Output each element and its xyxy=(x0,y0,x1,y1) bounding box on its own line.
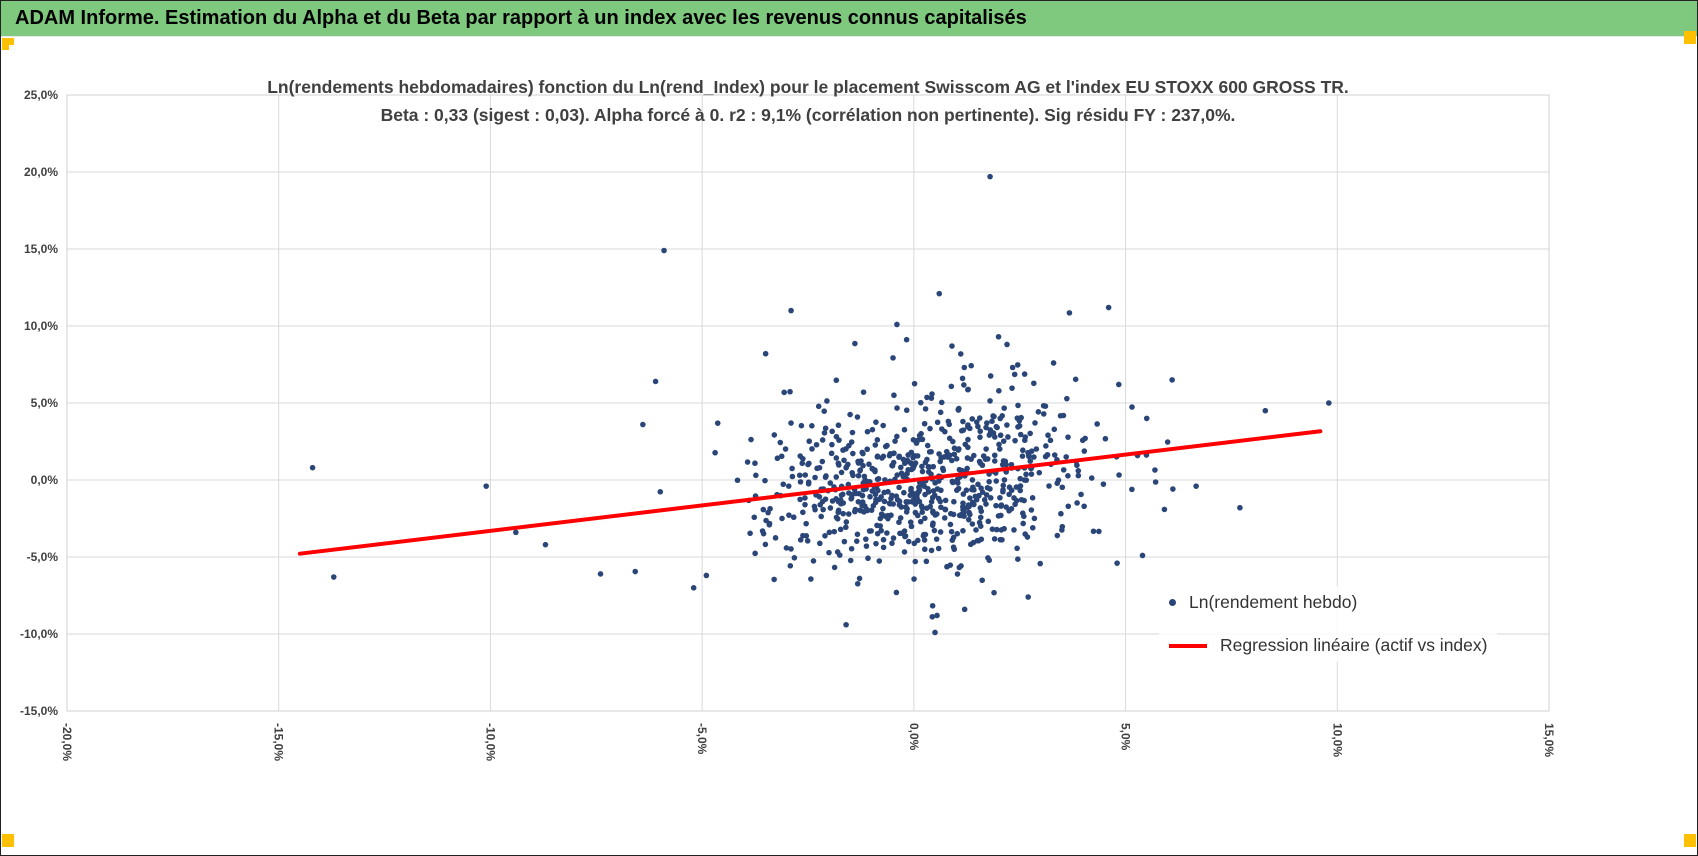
svg-text:15,0%: 15,0% xyxy=(1542,723,1556,757)
svg-text:5,0%: 5,0% xyxy=(1119,723,1133,751)
regression-line xyxy=(297,429,1323,556)
header-bar: ADAM Informe. Estimation du Alpha et du … xyxy=(1,1,1697,37)
svg-text:-10,0%: -10,0% xyxy=(483,723,497,761)
svg-text:10,0%: 10,0% xyxy=(1330,723,1344,757)
legend-label-regression: Regression linéaire (actif vs index) xyxy=(1220,635,1488,655)
x-axis-tick-labels: -20,0% -15,0% -10,0% -5,0% 0,0% 5,0% 10,0% 15,0… xyxy=(60,723,1556,761)
chart-title: Ln(rendements hebdomadaires) fonction du… xyxy=(67,73,1549,129)
svg-text:0,0%: 0,0% xyxy=(907,723,921,751)
header-title: ADAM Informe. Estimation du Alpha et du … xyxy=(15,7,1027,29)
svg-text:15,0%: 15,0% xyxy=(24,242,58,256)
plot-border xyxy=(66,94,1550,712)
chart-area: Ln(rendements hebdomadaires) fonction du… xyxy=(9,45,1557,805)
legend-item-regression: Regression linéaire (actif vs index) xyxy=(1169,635,1487,656)
corner-accent-top-right xyxy=(1684,31,1696,44)
legend: Ln(rendement hebdo) Regression linéaire … xyxy=(1159,586,1498,662)
svg-text:-15,0%: -15,0% xyxy=(272,723,286,761)
svg-text:5,0%: 5,0% xyxy=(31,396,59,410)
legend-label-points: Ln(rendement hebdo) xyxy=(1189,592,1358,612)
scatter-marker-icon xyxy=(1169,599,1176,606)
svg-text:25,0%: 25,0% xyxy=(24,88,58,102)
svg-text:10,0%: 10,0% xyxy=(24,319,58,333)
legend-item-points: Ln(rendement hebdo) xyxy=(1169,592,1487,613)
svg-text:-20,0%: -20,0% xyxy=(60,723,74,761)
scatter-plot: -20,0% -15,0% -10,0% -5,0% 0,0% 5,0% 10,0% 15,0… xyxy=(20,88,1556,761)
regression-line-marker-icon xyxy=(1169,643,1207,648)
svg-text:-15,0%: -15,0% xyxy=(20,704,58,718)
scatter-points xyxy=(309,173,1332,636)
svg-text:-10,0%: -10,0% xyxy=(20,627,58,641)
svg-text:-5,0%: -5,0% xyxy=(27,550,59,564)
y-axis-tick-labels: -15,0% -10,0% -5,0% 0,0% 5,0% 10,0% 15,0% 20,0%… xyxy=(20,88,58,718)
corner-accent-left-bottom xyxy=(2,834,14,847)
svg-text:-5,0%: -5,0% xyxy=(695,723,709,755)
chart-title-line1: Ln(rendements hebdomadaires) fonction du… xyxy=(267,77,1349,97)
svg-text:0,0%: 0,0% xyxy=(31,473,59,487)
chart-title-line2: Beta : 0,33 (sigest : 0,03). Alpha forcé… xyxy=(380,105,1236,125)
svg-text:20,0%: 20,0% xyxy=(24,165,58,179)
corner-accent-right-bottom xyxy=(1684,834,1696,847)
